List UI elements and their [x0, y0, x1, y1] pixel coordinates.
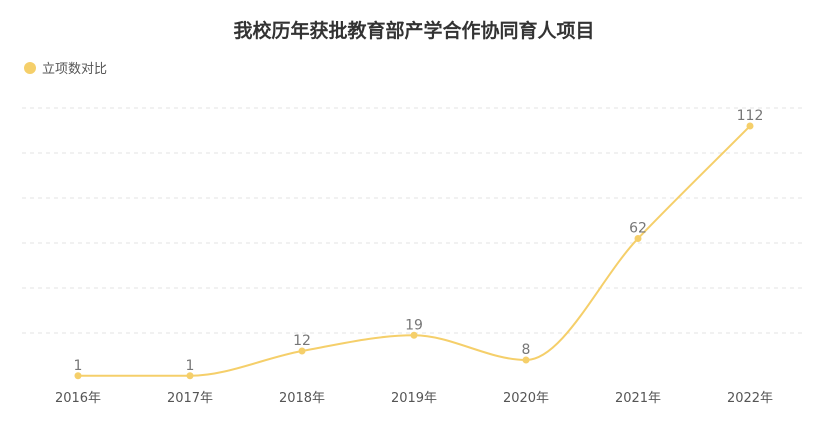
data-label: 62 [629, 221, 647, 237]
x-tick-label: 2020年 [503, 391, 549, 406]
data-point[interactable] [634, 235, 642, 242]
gridlines [22, 107, 806, 334]
data-point[interactable] [186, 372, 194, 380]
data-point[interactable] [522, 356, 530, 364]
data-point[interactable] [746, 122, 754, 130]
data-label: 8 [522, 342, 531, 358]
data-point[interactable] [298, 347, 306, 355]
x-tick-label: 2022年 [727, 391, 773, 406]
data-label: 1 [74, 358, 83, 374]
data-point[interactable] [74, 372, 82, 380]
x-tick-label: 2021年 [615, 391, 661, 406]
data-label: 12 [293, 333, 311, 349]
x-tick-label: 2018年 [279, 391, 325, 406]
data-label: 112 [737, 108, 764, 124]
x-tick-label: 2016年 [55, 391, 101, 406]
x-tick-label: 2019年 [391, 391, 437, 406]
data-label: 1 [186, 358, 195, 374]
chart-title: 我校历年获批教育部产学合作协同育人项目 [233, 20, 595, 42]
data-points [74, 122, 754, 380]
legend-label: 立项数对比 [42, 62, 108, 77]
legend[interactable]: 立项数对比 [24, 58, 107, 77]
data-point[interactable] [410, 331, 418, 339]
data-label: 19 [405, 317, 423, 333]
x-tick-label: 2017年 [167, 391, 213, 406]
x-axis-ticks: 2016年 2017年 2018年 2019年 2020年 2021年 2022年 [55, 391, 773, 406]
legend-marker [24, 61, 36, 74]
